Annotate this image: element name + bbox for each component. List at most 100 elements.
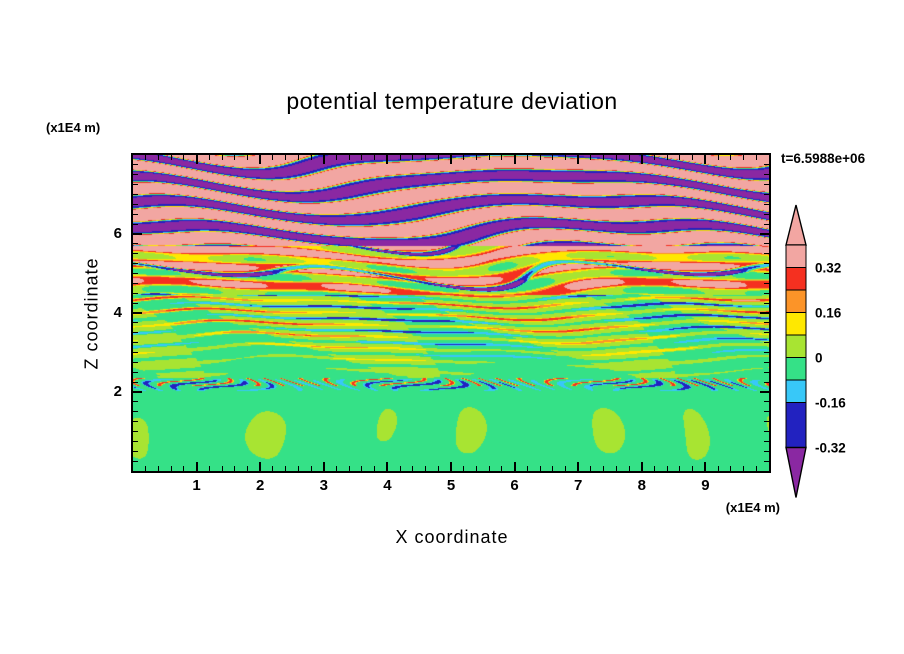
x-minor-tick [679,466,681,471]
x-major-tick [386,155,389,164]
plot-area [131,153,771,473]
y-minor-tick [764,243,769,245]
y-minor-tick [133,411,138,413]
x-tick-label: 3 [319,477,328,494]
x-minor-tick [692,155,694,160]
x-minor-tick [463,155,465,160]
x-minor-tick [297,466,299,471]
x-minor-tick [564,155,566,160]
y-minor-tick [133,194,138,195]
x-minor-tick [183,466,185,471]
y-minor-tick [764,263,769,265]
y-minor-tick [133,302,138,304]
y-minor-tick [764,450,769,452]
colorbar-segment-navy [785,401,807,449]
y-minor-tick [764,401,769,403]
y-minor-tick [764,302,769,304]
x-minor-tick [170,155,172,160]
x-minor-tick [374,466,376,471]
x-major-tick [195,155,198,164]
x-minor-tick [615,155,617,160]
x-minor-tick [412,155,414,160]
y-minor-tick [764,184,769,186]
x-major-tick [640,462,643,471]
x-minor-tick [183,155,185,160]
y-minor-tick [133,342,138,344]
x-axis-units: (x1E4 m) [725,500,780,515]
x-major-tick [450,155,452,164]
x-minor-tick [336,155,338,160]
y-minor-tick [764,342,769,344]
y-minor-tick [764,371,769,373]
y-minor-tick [133,253,138,255]
x-minor-tick [488,155,490,160]
y-minor-tick [764,194,769,195]
y-minor-tick [764,253,769,255]
y-minor-tick [764,292,769,294]
x-minor-tick [679,155,681,160]
y-minor-tick [764,352,769,353]
y-minor-tick [133,450,138,452]
y-minor-tick [133,223,138,225]
x-minor-tick [539,155,541,160]
y-minor-tick [133,164,138,166]
x-tick-label: 8 [637,477,646,494]
x-major-tick [513,155,516,164]
x-minor-tick [348,466,350,471]
x-major-tick [577,155,580,164]
x-tick-label: 1 [192,477,201,494]
x-minor-tick [208,466,210,471]
x-minor-tick [437,155,439,160]
x-minor-tick [361,466,363,471]
x-minor-tick [272,155,274,160]
x-minor-tick [246,155,248,160]
y-minor-tick [764,440,769,442]
colorbar-segment-yellow [785,311,807,336]
x-minor-tick [628,466,630,471]
colorbar: 0.32 0.16 0 -0.16 -0.32 [783,203,893,508]
x-minor-tick [208,155,210,160]
time-label: t=6.5988e+06 [781,151,866,166]
y-minor-tick [133,440,138,442]
x-minor-tick [717,466,719,471]
x-major-tick [386,462,389,471]
x-major-tick [513,462,516,471]
x-major-tick [195,462,198,471]
y-tick-label: 6 [113,225,122,242]
y-minor-tick [764,174,769,176]
y-minor-tick [133,213,138,215]
y-minor-tick [764,421,769,423]
x-tick-label: 7 [574,477,583,494]
x-minor-tick [526,466,528,471]
y-minor-tick [764,273,769,274]
x-minor-tick [310,466,312,471]
x-minor-tick [221,466,223,471]
y-minor-tick [133,381,138,383]
x-minor-tick [755,466,757,471]
x-minor-tick [730,466,732,471]
y-minor-tick [133,401,138,403]
x-minor-tick [743,155,745,160]
y-minor-tick [764,361,769,363]
y-minor-tick [133,203,138,205]
colorbar-segment-red [785,266,807,291]
x-minor-tick [717,155,719,160]
x-minor-tick [234,155,236,160]
y-major-tick [133,312,142,314]
y-minor-tick [133,184,138,186]
x-major-tick [640,155,643,164]
x-minor-tick [285,155,287,160]
x-major-tick [322,462,325,471]
x-minor-tick [590,155,592,160]
colorbar-segment-cyan [785,379,807,404]
x-minor-tick [374,155,376,160]
x-minor-tick [501,466,503,471]
x-minor-tick [399,466,401,471]
colorbar-segment-green [785,356,807,381]
x-minor-tick [590,466,592,471]
x-minor-tick [157,466,159,471]
x-minor-tick [755,155,757,160]
y-minor-tick [764,203,769,205]
y-minor-tick [133,431,138,432]
